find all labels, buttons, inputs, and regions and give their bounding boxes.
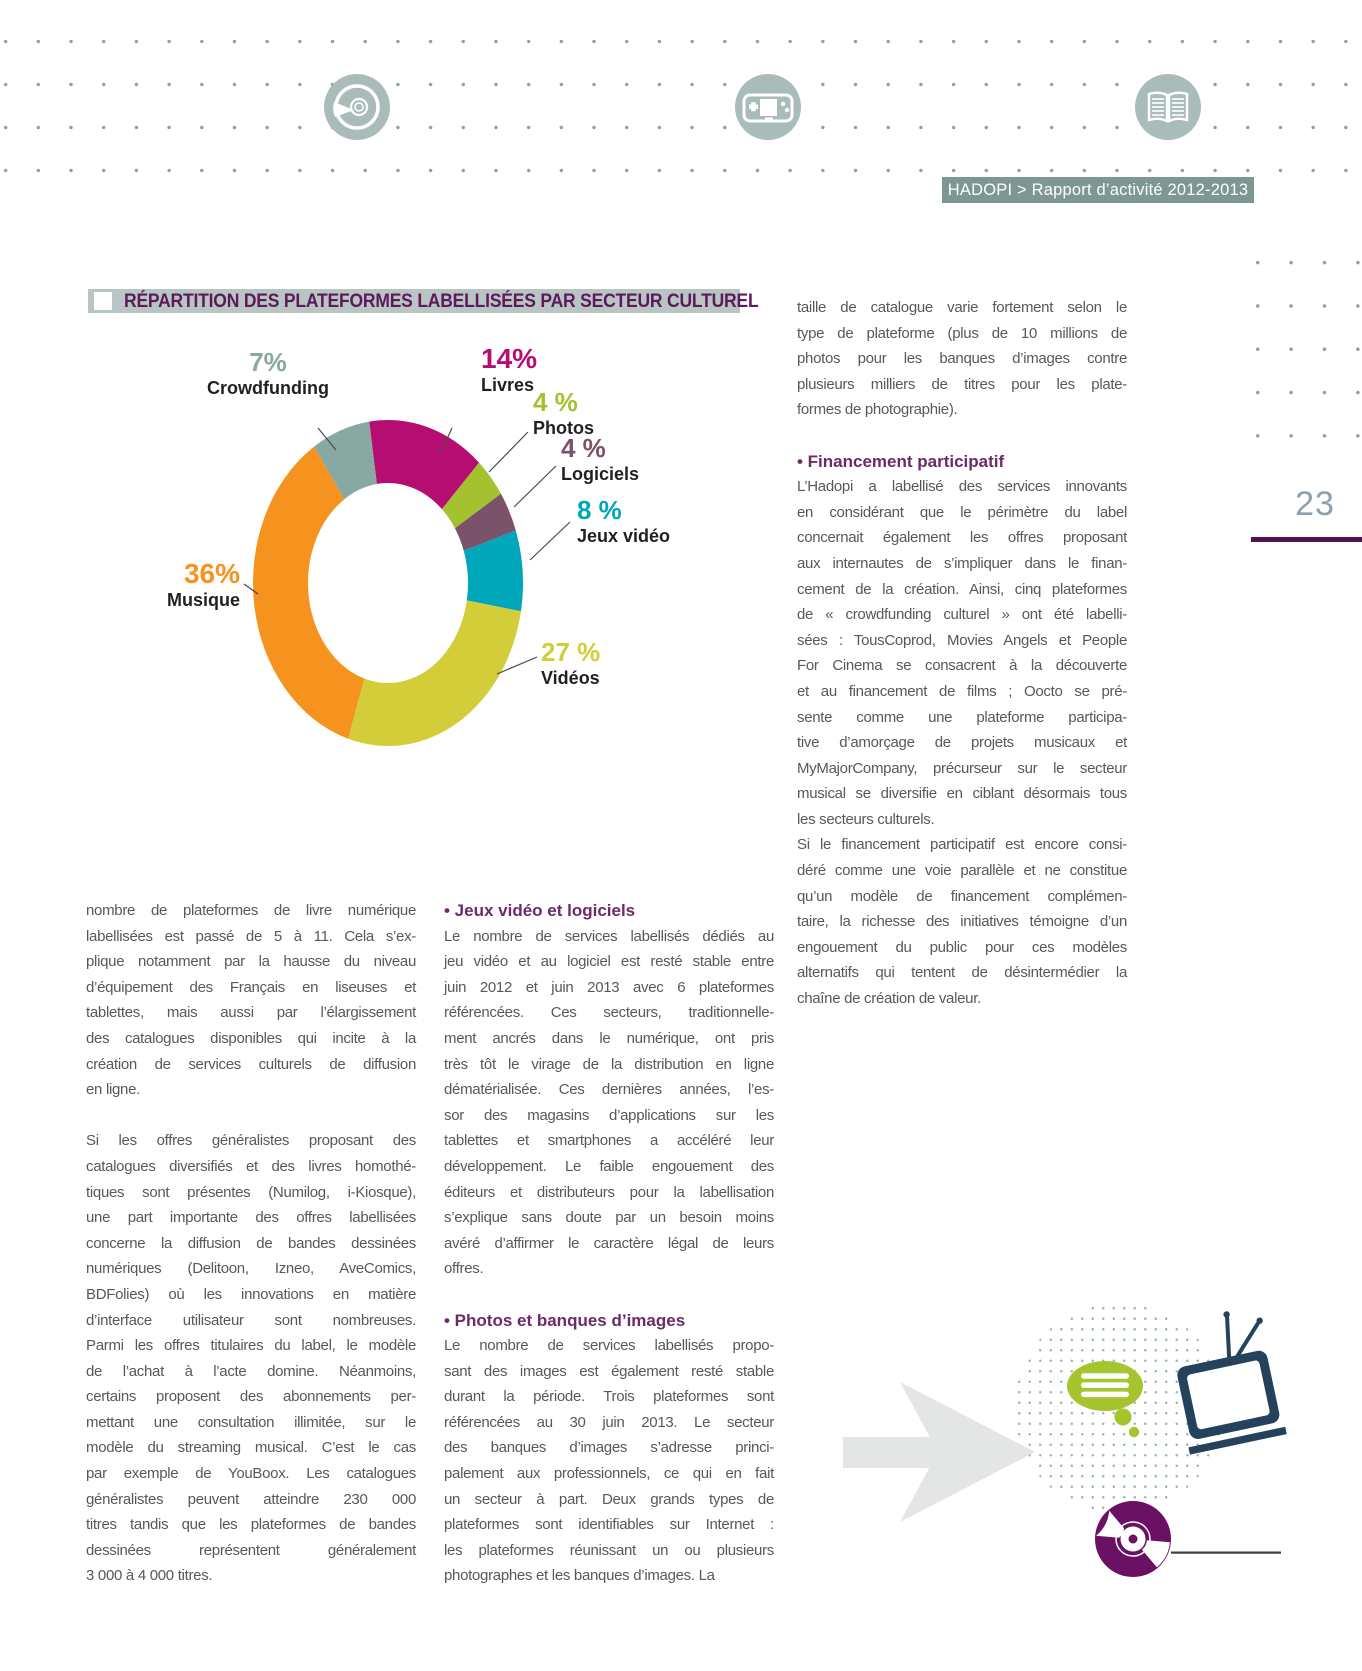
chart-label-videos: 27 % Vidéos: [541, 637, 601, 689]
page-number: 23: [1295, 485, 1335, 523]
cd-icon: [324, 74, 390, 140]
disc-icon: [1095, 1501, 1171, 1577]
chart-leader-line: [488, 431, 529, 473]
chart-leader-line: [513, 465, 557, 508]
chart-value-livres: 14%: [481, 343, 538, 374]
paragraph: Si le financement participatif est encor…: [797, 836, 1127, 1008]
donut-segment-musique: [253, 446, 365, 739]
chart-label-logiciels: 4 % Logiciels: [561, 433, 640, 485]
dot-grid-right-margin: [1236, 232, 1362, 474]
donut-segment-crowdfunding: [314, 421, 377, 500]
donut-segment-jeux-vid-o: [463, 530, 523, 612]
chart-value-jeux-video: 8 %: [577, 495, 622, 525]
chart-category-videos: Vidéos: [541, 668, 600, 689]
connector-line: [1171, 1551, 1281, 1554]
paragraph: Si les offres généralistes proposant des…: [86, 1132, 416, 1585]
page-number-rule: [1251, 537, 1362, 542]
donut-segment-photos: [441, 462, 501, 529]
chart-leader-line: [440, 427, 453, 453]
title-square-marker: [94, 292, 112, 310]
chart-value-crowdfunding: 7%: [249, 347, 287, 377]
chart-label-musique: 36% Musique: [118, 559, 240, 610]
subheading-financement-participatif: • Financement participatif: [797, 451, 1005, 471]
subheading-photos-banques-images: • Photos et banques d’images: [444, 1310, 686, 1330]
chart-value-videos: 27 %: [541, 637, 601, 667]
donut-segment-logiciels: [454, 493, 516, 551]
section-title: RÉPARTITION DES PLATEFORMES LABELLISÉES …: [124, 291, 759, 312]
donut-chart: [243, 420, 571, 746]
open-book-icon: [1135, 74, 1201, 140]
chart-category-crowdfunding: Crowdfunding: [207, 378, 329, 399]
text-column-left: nombre de plateformes de livre numérique…: [86, 898, 416, 1615]
gamepad-icon: [735, 74, 801, 140]
chart-leader-line: [529, 521, 571, 561]
paragraph: L’Hadopi a labellisé des services innova…: [797, 478, 1127, 828]
donut-segment-livres: [369, 420, 480, 510]
tv-icon: [1177, 1311, 1287, 1455]
chart-leader-line: [243, 583, 259, 595]
paragraph: taille de catalogue varie fortement selo…: [797, 299, 1127, 419]
chart-value-musique: 36%: [183, 558, 240, 589]
chart-label-photos: 4 % Photos: [533, 387, 594, 439]
footer-illustration: [843, 1311, 1287, 1577]
paragraph: Le nombre de services labellisés propo-s…: [444, 1337, 774, 1585]
chart-category-musique: Musique: [166, 590, 240, 611]
chart-category-jeux-video: Jeux vidéo: [577, 526, 671, 547]
chart-label-jeux-video: 8 % Jeux vidéo: [577, 495, 671, 547]
donut-segment-vid-os: [348, 600, 521, 746]
speech-bubble-icon: [1067, 1361, 1143, 1438]
chart-category-livres: Livres: [481, 375, 535, 396]
chart-category-photos: Photos: [533, 418, 594, 439]
chart-label-crowdfunding: 7% Crowdfunding: [198, 347, 338, 399]
paragraph: Le nombre de services labellisés dédiés …: [444, 927, 774, 1278]
subheading-jeux-video-logiciels: • Jeux vidéo et logiciels: [444, 901, 636, 920]
arrow-right-icon: [843, 1382, 1035, 1522]
chart-leader-line: [317, 427, 337, 451]
chart-value-photos: 4 %: [533, 387, 578, 417]
text-column-middle: • Jeux vidéo et logiciels Le nombre de s…: [444, 898, 774, 1615]
chart-category-logiciels: Logiciels: [561, 464, 640, 485]
chart-value-logiciels: 4 %: [561, 433, 606, 463]
paragraph: nombre de plateformes de livre numérique…: [86, 902, 416, 1099]
report-header-badge: HADOPI > Rapport d’activité 2012-2013: [942, 177, 1254, 203]
chart-leader-line: [496, 656, 538, 675]
section-title-bar: RÉPARTITION DES PLATEFORMES LABELLISÉES …: [88, 289, 759, 313]
text-column-right: taille de catalogue varie fortement selo…: [797, 295, 1127, 1037]
chart-label-livres: 14% Livres: [481, 344, 537, 395]
